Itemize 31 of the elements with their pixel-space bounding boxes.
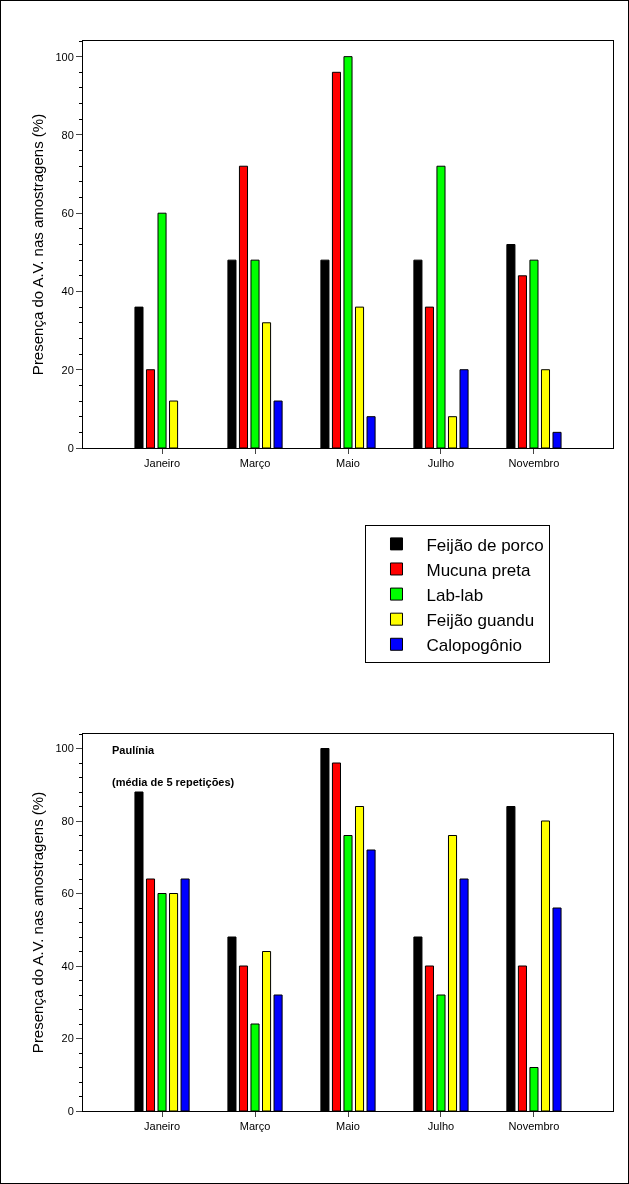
- legend-label: Feijão de porco: [426, 535, 544, 555]
- x-tick-label: Março: [239, 457, 271, 470]
- y-axis-title: Presença do A.V. nas amostragens (%): [28, 113, 46, 376]
- x-tick-label: Maio: [336, 1120, 360, 1133]
- x-tick-label: Janeiro: [144, 1120, 181, 1133]
- y-tick-label: 20: [61, 1032, 74, 1045]
- y-tick-label: 80: [61, 128, 74, 141]
- x-tick-label: Novembro: [508, 457, 560, 470]
- legend-label: Feijão guandu: [426, 610, 535, 630]
- x-tick-label: Julho: [427, 1120, 455, 1133]
- y-tick-label: 0: [67, 1104, 74, 1117]
- legend-label: Mucuna preta: [426, 560, 531, 580]
- x-tick-label: Maio: [336, 457, 360, 470]
- y-tick-label: 80: [61, 814, 74, 827]
- y-tick-label: 0: [67, 441, 74, 454]
- x-tick-label: Novembro: [508, 1120, 560, 1133]
- legend-label: Lab-lab: [426, 585, 484, 605]
- annotation: Paulínia: [112, 744, 156, 756]
- y-tick-label: 100: [55, 742, 74, 755]
- y-tick-label: 60: [61, 887, 74, 900]
- y-tick-label: 100: [55, 50, 74, 63]
- y-tick-label: 40: [61, 285, 74, 298]
- x-tick-label: Julho: [427, 457, 455, 470]
- annotation: (média de 5 repetições): [112, 776, 235, 788]
- y-tick-label: 60: [61, 207, 74, 220]
- y-axis-title: Presença do A.V. nas amostragens (%): [28, 791, 46, 1054]
- x-tick-label: Março: [239, 1120, 271, 1133]
- legend-label: Calopogônio: [426, 635, 522, 655]
- y-tick-label: 20: [61, 363, 74, 376]
- x-tick-label: Janeiro: [144, 457, 181, 470]
- y-tick-label: 40: [61, 959, 74, 972]
